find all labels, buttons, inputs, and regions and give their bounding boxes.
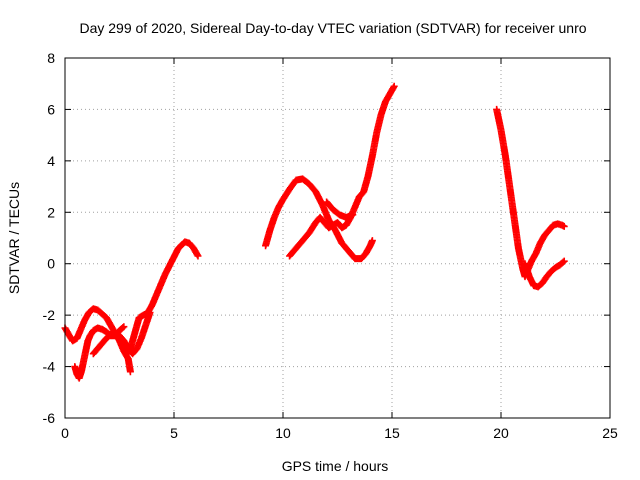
series-track-6 <box>286 82 398 260</box>
y-axis-label: SDTVAR / TECUs <box>6 182 22 294</box>
data-points <box>61 82 568 382</box>
y-tick-label: 8 <box>47 50 55 66</box>
data-point <box>559 258 567 266</box>
x-tick-label: 10 <box>275 425 291 441</box>
axis-ticks: 0 5 10 15 20 25 -6 -4 -2 0 2 4 6 8 <box>43 50 618 441</box>
data-point <box>126 368 134 376</box>
x-tick-label: 5 <box>170 425 178 441</box>
data-point <box>194 252 202 260</box>
chart-title: Day 299 of 2020, Sidereal Day-to-day VTE… <box>79 20 586 36</box>
x-tick-label: 20 <box>493 425 509 441</box>
y-tick-label: 2 <box>47 204 55 220</box>
x-tick-label: 0 <box>61 425 69 441</box>
series-track-4 <box>124 238 202 358</box>
y-tick-label: 4 <box>47 153 55 169</box>
data-point <box>119 324 127 332</box>
y-tick-label: -4 <box>43 359 56 375</box>
series-track-2 <box>71 323 128 382</box>
series-track-5 <box>262 175 376 263</box>
y-tick-label: 0 <box>47 256 55 272</box>
x-tick-label: 15 <box>384 425 400 441</box>
plot-frame <box>64 57 611 419</box>
data-point <box>390 82 398 90</box>
x-tick-label: 25 <box>602 425 618 441</box>
series-track-7 <box>323 198 357 221</box>
series-track-1 <box>61 305 134 376</box>
y-tick-label: -2 <box>43 307 56 323</box>
data-point <box>368 237 376 245</box>
y-tick-label: 6 <box>47 101 55 117</box>
data-point <box>349 211 357 219</box>
x-axis-label: GPS time / hours <box>282 458 389 474</box>
series-track-9 <box>521 257 568 291</box>
data-point <box>120 323 128 331</box>
data-point <box>560 222 568 230</box>
data-point <box>560 257 568 265</box>
y-tick-label: -6 <box>43 410 56 426</box>
series-track-8 <box>493 105 568 281</box>
